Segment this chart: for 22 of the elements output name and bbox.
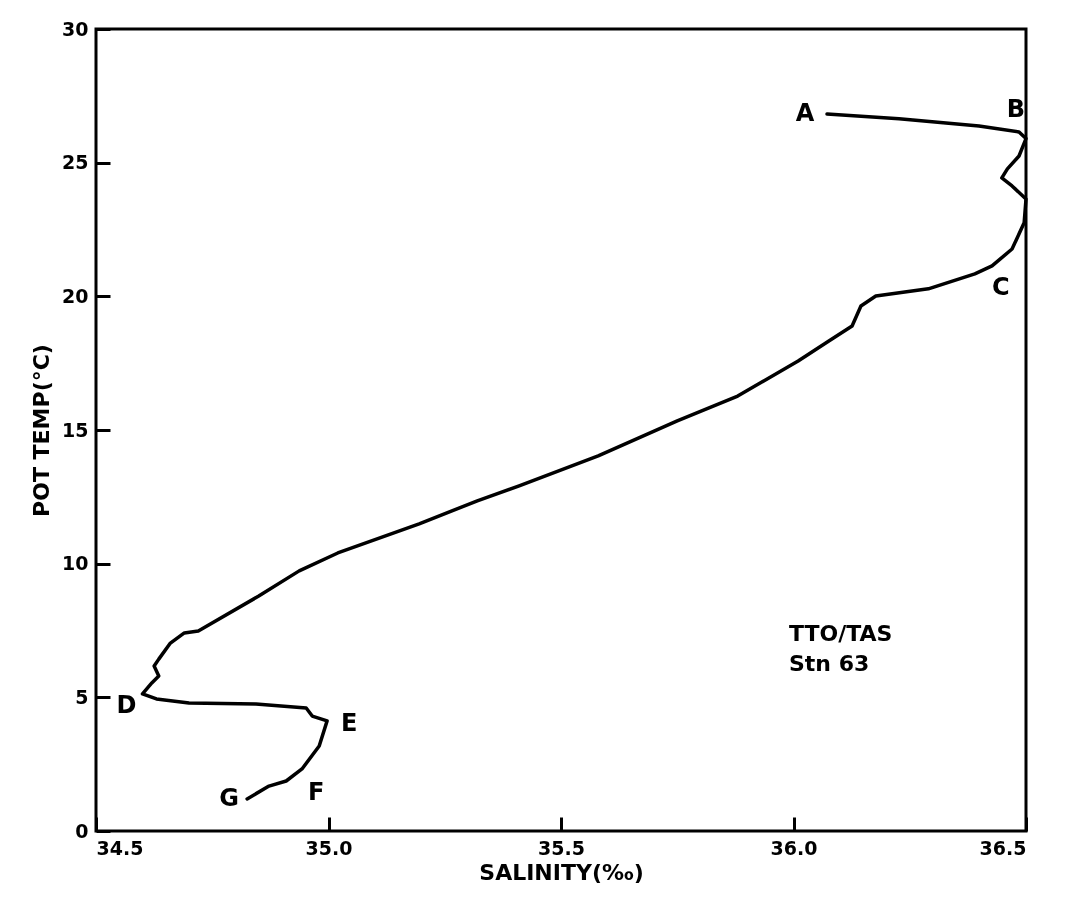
y-tick-label: 20 bbox=[62, 284, 89, 307]
annotation: TTO/TAS Stn 63 bbox=[789, 621, 893, 676]
annotation: C bbox=[992, 272, 1010, 301]
y-tick-label: 10 bbox=[62, 552, 89, 575]
y-tick-label: 5 bbox=[75, 685, 89, 708]
y-axis-title: POT TEMP(°C) bbox=[29, 344, 55, 517]
x-tick-label: 35.5 bbox=[538, 836, 585, 859]
annotation: A bbox=[795, 99, 815, 128]
y-tick-label: 15 bbox=[62, 418, 89, 441]
annotation: F bbox=[307, 778, 325, 807]
y-tick-label: 0 bbox=[75, 819, 89, 842]
x-tick-label: 35.0 bbox=[305, 836, 353, 859]
annotation: D bbox=[116, 690, 137, 719]
annotation: G bbox=[219, 783, 239, 812]
x-tick-label: 36.0 bbox=[770, 836, 818, 859]
x-tick-label: 34.5 bbox=[96, 836, 144, 859]
y-tick-label: 30 bbox=[62, 17, 89, 40]
x-axis-title: SALINITY(‰) bbox=[479, 859, 644, 885]
annotation: E bbox=[340, 708, 358, 737]
x-tick-label: 36.5 bbox=[979, 836, 1027, 859]
y-tick-label: 25 bbox=[62, 151, 89, 174]
annotation: B bbox=[1006, 94, 1026, 123]
